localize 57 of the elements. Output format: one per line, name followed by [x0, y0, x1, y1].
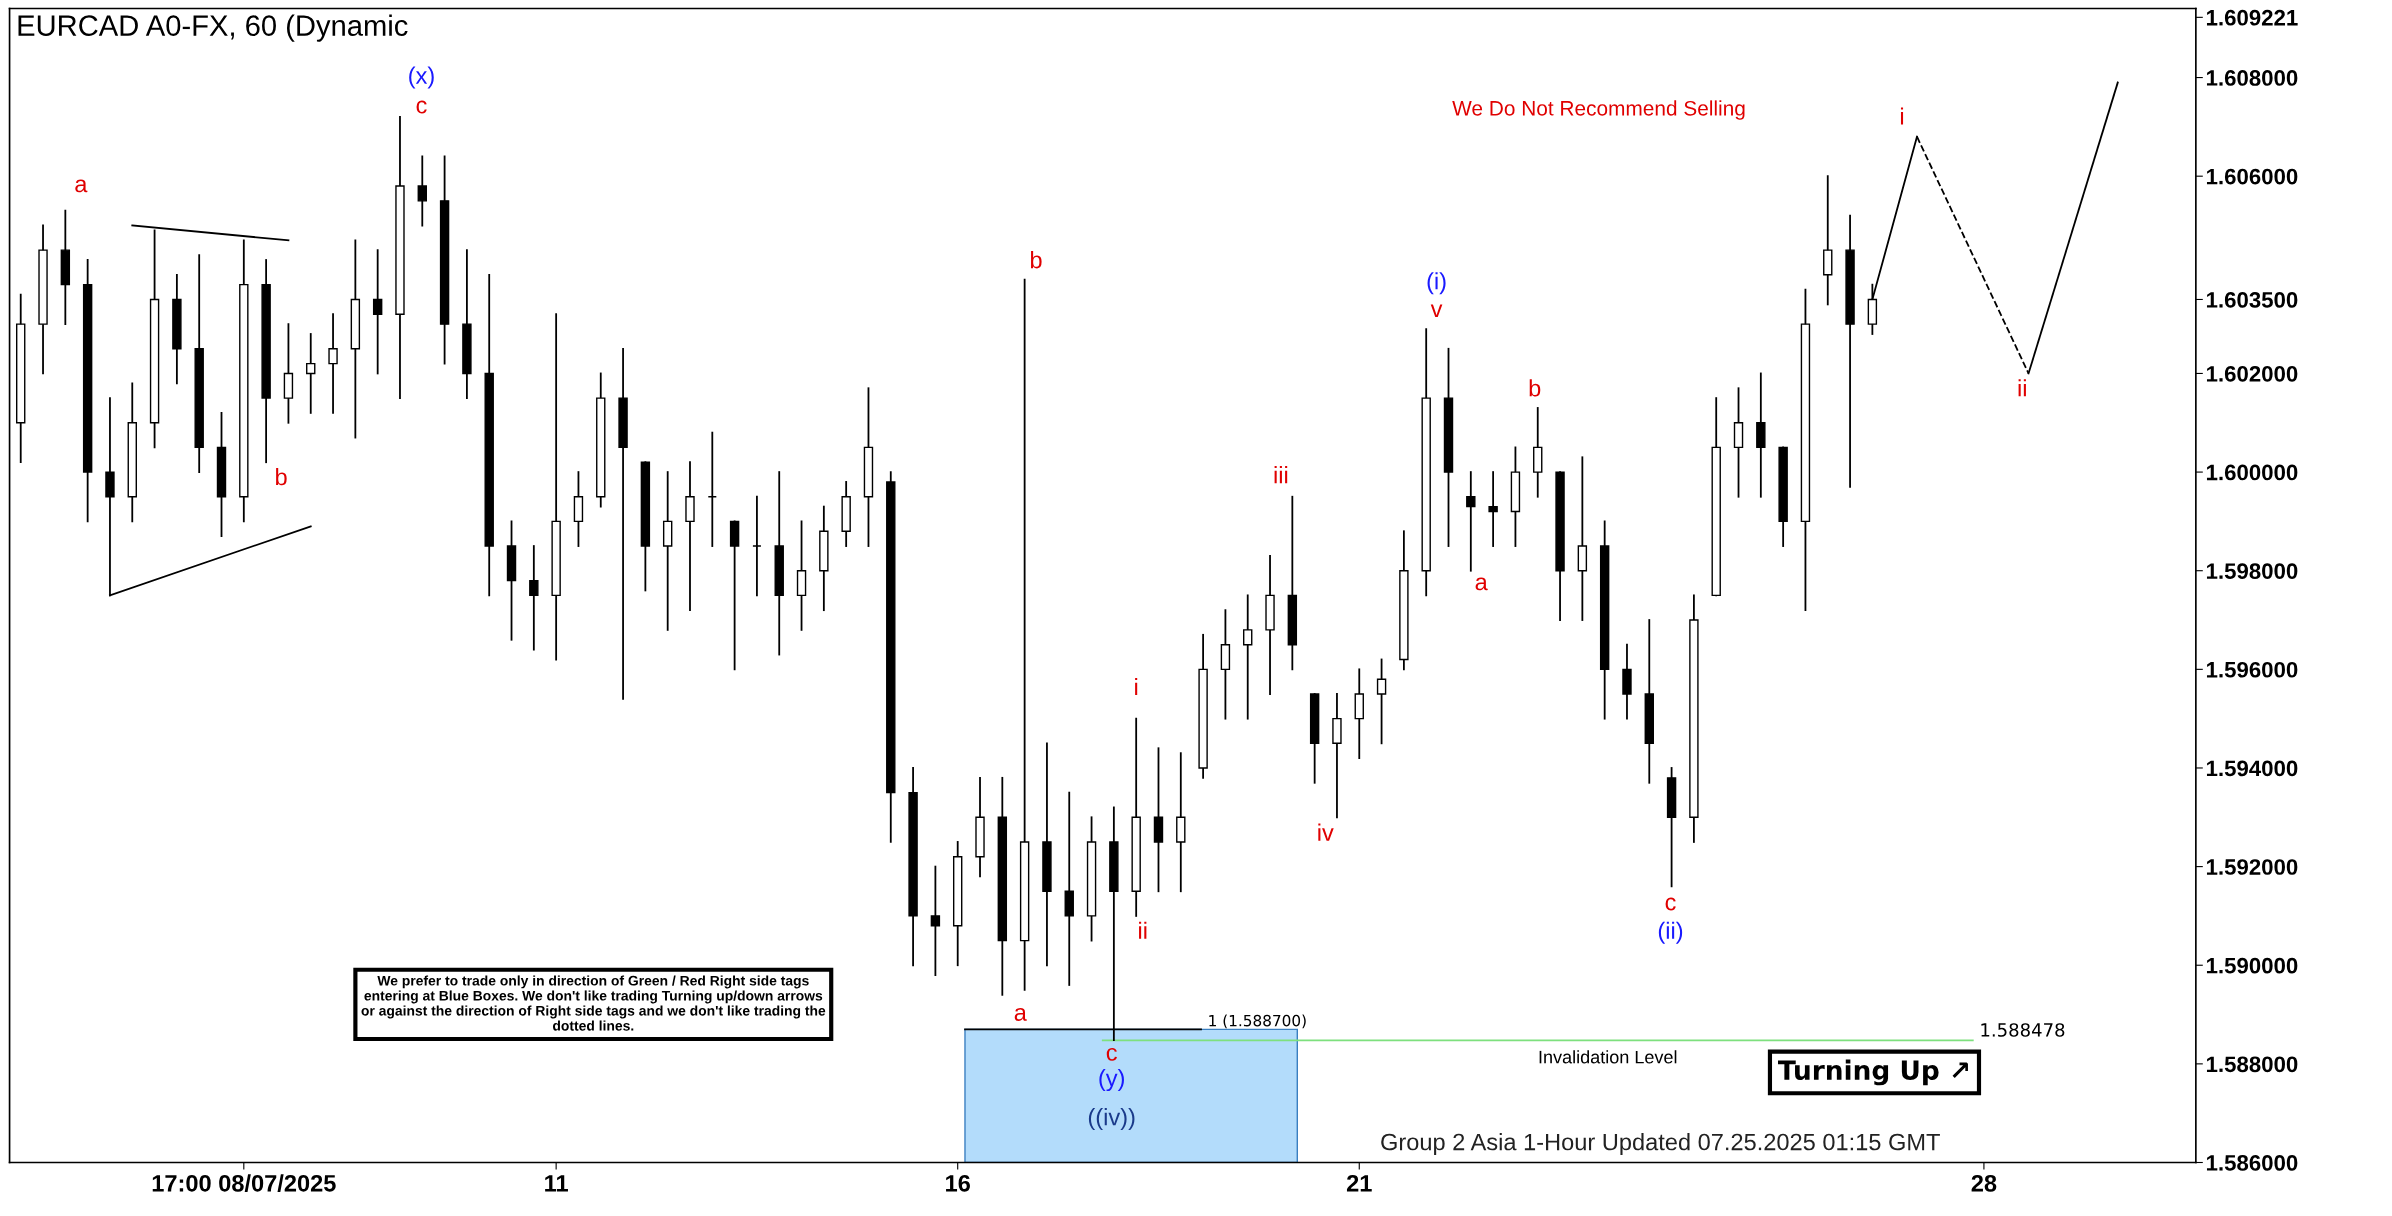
- annotation: c: [1665, 897, 1676, 911]
- ref-line-label: 1.588478: [1981, 1023, 2065, 1037]
- annotation: iv: [1318, 823, 1334, 841]
- x-tick-label: 11: [545, 1175, 568, 1192]
- annotation: a: [1475, 577, 1488, 591]
- y-tick-label: 1.606000: [2206, 168, 2298, 185]
- x-tick-label: 28: [1971, 1174, 1997, 1192]
- y-tick-label: 1.596000: [2206, 661, 2298, 678]
- y-tick-label: 1.594000: [2206, 760, 2298, 777]
- annotation: Invalidation Level: [1539, 1050, 1677, 1064]
- y-tick-label: 1.603500: [2206, 292, 2298, 308]
- x-tick-label: 17:00 08/07/2025: [152, 1174, 336, 1192]
- candlestick: [1243, 594, 1253, 720]
- annotation: a: [1014, 1007, 1027, 1021]
- y-tick-label: 1.586000: [2206, 1155, 2298, 1171]
- y-tick-label: 1.600000: [2206, 464, 2298, 481]
- annotation: b: [1030, 251, 1042, 269]
- annotation: ((iv)): [1088, 1108, 1135, 1131]
- annotation: (ii): [1658, 921, 1683, 944]
- y-tick-label: 1.602000: [2206, 365, 2298, 382]
- x-tick-label: 21: [1346, 1174, 1372, 1192]
- candlestick: [372, 249, 383, 375]
- candlestick: [328, 313, 338, 414]
- annotation: v: [1430, 304, 1443, 317]
- y-tick-label: 1.598000: [2206, 563, 2298, 579]
- candlestick: [1488, 471, 1498, 547]
- annotation: We prefer to trade only in direction of Green / Red Right side tags entering at Blue Boxes. We don't like trading Turning up/down arrows or against the direction of Right side tags and we don't like trading the dotted lines.: [361, 975, 826, 1031]
- ref-line-label: 1 (1.588700): [1209, 1014, 1306, 1029]
- y-tick-label: 1.592000: [2206, 859, 2298, 875]
- annotation: Turning Up ↗: [1778, 1059, 1968, 1086]
- annotation: (y): [1099, 1069, 1124, 1092]
- annotation: b: [276, 467, 287, 486]
- annotation: c: [416, 100, 427, 114]
- candlestick: [1466, 471, 1476, 572]
- annotation: (i): [1427, 272, 1446, 295]
- chart-title: EURCAD A0-FX, 60 (Dynamic: [18, 14, 408, 42]
- annotation: (x): [409, 66, 434, 89]
- annotation: a: [75, 179, 88, 193]
- y-tick-label: 1.609221: [2206, 9, 2298, 26]
- annotation: ii: [1139, 921, 1147, 939]
- y-tick-label: 1.588000: [2206, 1056, 2298, 1073]
- annotation: c: [1106, 1047, 1117, 1061]
- annotation: Group 2 Asia 1-Hour Updated 07.25.2025 01:15 GMT: [1381, 1133, 1940, 1156]
- candlestick: [417, 155, 427, 227]
- annotation: We Do Not Recommend Selling: [1452, 100, 1745, 120]
- candlestick: [1376, 658, 1387, 745]
- candlestick: [306, 333, 316, 414]
- candlestick: [529, 545, 539, 651]
- x-tick-label: 16: [946, 1174, 970, 1192]
- annotation: i: [1900, 107, 1904, 125]
- y-tick-label: 1.590000: [2206, 957, 2298, 974]
- annotation: i: [1135, 678, 1138, 696]
- y-tick-label: 1.608000: [2206, 70, 2298, 86]
- annotation: b: [1529, 379, 1541, 397]
- candlestick: [930, 865, 941, 977]
- annotation: iii: [1274, 466, 1288, 484]
- annotation: ii: [2018, 379, 2026, 397]
